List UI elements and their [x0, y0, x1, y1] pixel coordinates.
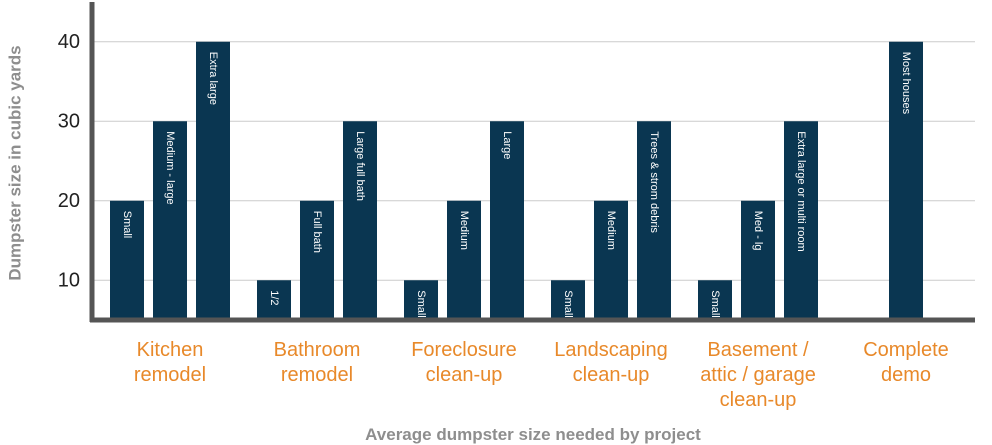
y-axis-label: Dumpster size in cubic yards [6, 45, 25, 280]
y-tick-label: 30 [58, 110, 80, 132]
bar [637, 121, 671, 320]
bar [257, 280, 291, 320]
bar-label: Small [562, 290, 574, 318]
bars: Small Medium - large Extra large 1/2 Full ba… [110, 41, 923, 320]
category-label-line: remodel [134, 364, 206, 386]
category-label: Complete demo [863, 339, 949, 386]
bar [698, 280, 732, 320]
category-label-line: clean-up [573, 364, 650, 386]
bar [110, 200, 144, 320]
category-label-line: Complete [863, 339, 949, 361]
category-label: Bathroom remodel [274, 339, 361, 386]
bar [784, 121, 818, 320]
bar-label: Medium [605, 211, 617, 250]
bar [447, 200, 481, 320]
bar-label: Trees & strom debris [648, 131, 660, 233]
category-label: Basement / attic / garage clean-up [700, 339, 816, 411]
category-labels: Kitchen remodel Bathroom remodel Foreclosure… [134, 339, 949, 411]
bar-label: Small [709, 290, 721, 318]
y-tick-label: 20 [58, 190, 80, 212]
category-label-line: Kitchen [137, 339, 204, 361]
bar-label: Full bath [311, 211, 323, 253]
bar-label: Extra large [207, 52, 219, 105]
category-label-line: remodel [281, 364, 353, 386]
axes [89, 2, 975, 323]
bar [404, 280, 438, 320]
bar-label: Small [121, 211, 133, 239]
bar-label: Medium [458, 211, 470, 250]
bar [551, 280, 585, 320]
category-label: Kitchen remodel [134, 339, 206, 386]
bar [741, 200, 775, 320]
bar-label: Large full bath [354, 131, 366, 201]
bar [594, 200, 628, 320]
category-label-line: Landscaping [554, 339, 667, 361]
category-label-line: Foreclosure [411, 339, 517, 361]
bar-label: Small [415, 290, 427, 318]
bar [300, 200, 334, 320]
y-tick-label: 10 [58, 269, 80, 291]
bar [153, 121, 187, 320]
x-axis-label: Average dumpster size needed by project [365, 425, 701, 444]
bar-label: 1/2 [268, 290, 280, 305]
category-label: Landscaping clean-up [554, 339, 667, 386]
bar-label: Large [501, 131, 513, 159]
bar [889, 41, 923, 320]
category-label: Foreclosure clean-up [411, 339, 517, 386]
y-tick-labels: 10 20 30 40 [58, 31, 80, 292]
y-tick-label: 40 [58, 31, 80, 53]
bar [196, 41, 230, 320]
bar-label: Medium - large [164, 131, 176, 204]
category-label-line: Basement / [707, 339, 809, 361]
bar-label: Med - lg [752, 211, 764, 251]
category-label-line: clean-up [426, 364, 503, 386]
category-label-line: Bathroom [274, 339, 361, 361]
bar-label: Extra large or multi room [795, 131, 807, 251]
category-label-line: demo [881, 364, 931, 386]
bar [343, 121, 377, 320]
bar-label: Most houses [900, 52, 912, 115]
bar [490, 121, 524, 320]
gridlines [92, 41, 975, 281]
category-label-line: clean-up [720, 389, 797, 411]
category-label-line: attic / garage [700, 364, 816, 386]
